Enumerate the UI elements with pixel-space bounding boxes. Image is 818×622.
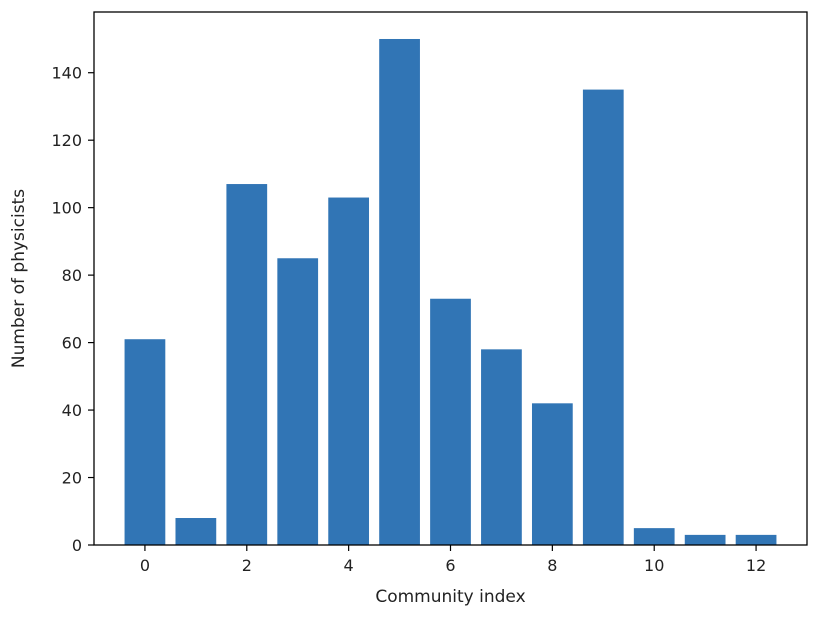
bar-1 bbox=[175, 518, 217, 545]
bar-3 bbox=[277, 258, 319, 545]
y-tick-label-100: 100 bbox=[51, 199, 82, 218]
bar-0 bbox=[124, 339, 166, 545]
bars-layer bbox=[124, 38, 777, 546]
x-ticks: 0 2 4 6 8 10 12 bbox=[140, 545, 766, 575]
bar-10 bbox=[633, 528, 675, 545]
y-ticks: 0 20 40 60 80 100 120 140 bbox=[51, 64, 94, 555]
bar-8 bbox=[531, 403, 573, 545]
bar-5 bbox=[379, 38, 420, 546]
y-tick-label-140: 140 bbox=[51, 64, 82, 83]
bar-12 bbox=[735, 534, 777, 545]
x-tick-label-8: 8 bbox=[547, 556, 557, 575]
bar-6 bbox=[430, 298, 471, 545]
x-tick-label-12: 12 bbox=[746, 556, 766, 575]
y-tick-label-80: 80 bbox=[62, 266, 82, 285]
bar-4 bbox=[328, 197, 370, 546]
x-tick-label-10: 10 bbox=[644, 556, 664, 575]
bar-9 bbox=[582, 89, 624, 545]
y-tick-label-40: 40 bbox=[62, 401, 82, 420]
bar-2 bbox=[226, 184, 268, 545]
x-tick-label-0: 0 bbox=[140, 556, 150, 575]
bar-11 bbox=[684, 534, 726, 545]
x-tick-label-6: 6 bbox=[445, 556, 455, 575]
bar-7 bbox=[481, 349, 522, 545]
y-axis-label: Number of physicists bbox=[9, 189, 29, 368]
y-tick-label-20: 20 bbox=[62, 469, 82, 488]
y-tick-label-120: 120 bbox=[51, 131, 82, 150]
y-tick-label-60: 60 bbox=[62, 334, 82, 353]
y-tick-label-0: 0 bbox=[72, 536, 82, 555]
x-tick-label-4: 4 bbox=[344, 556, 354, 575]
x-axis-label: Community index bbox=[375, 587, 525, 607]
x-tick-label-2: 2 bbox=[242, 556, 252, 575]
